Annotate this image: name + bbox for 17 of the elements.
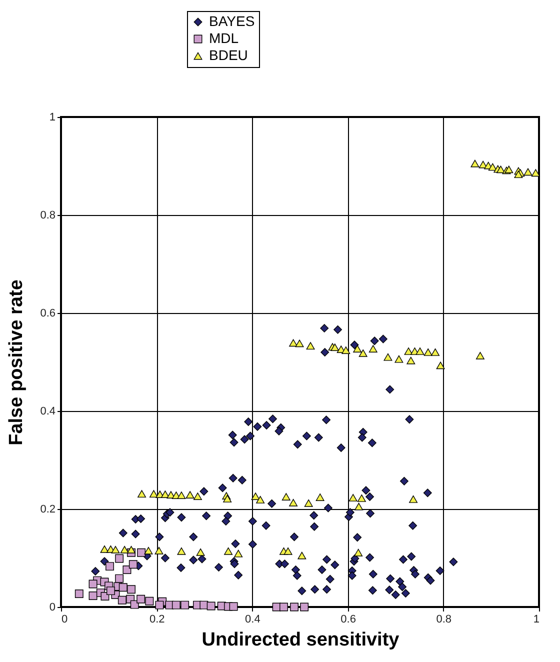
legend-label: BDEU [209,47,248,63]
x-axis-title: Undirected sensitivity [202,630,400,650]
y-tick-label: 0.6 [40,308,56,320]
x-tick-label: 1 [533,614,540,626]
x-tick-label: 0.8 [436,614,452,626]
legend-label: MDL [209,30,239,46]
x-tick-label: 0 [62,614,68,626]
y-tick-label: 0 [49,602,56,614]
y-tick-label: 0.2 [40,504,56,516]
x-tick-label: 0.4 [245,614,260,626]
y-axis-title: False positive rate [6,280,28,446]
x-tick-label: 0.2 [149,614,165,626]
y-tick-label: 0.4 [40,406,56,418]
y-tick-label: 1 [49,112,56,124]
legend-label: BAYES [209,13,255,29]
y-tick-label: 0.8 [40,210,56,222]
x-tick-label: 0.6 [340,614,356,626]
